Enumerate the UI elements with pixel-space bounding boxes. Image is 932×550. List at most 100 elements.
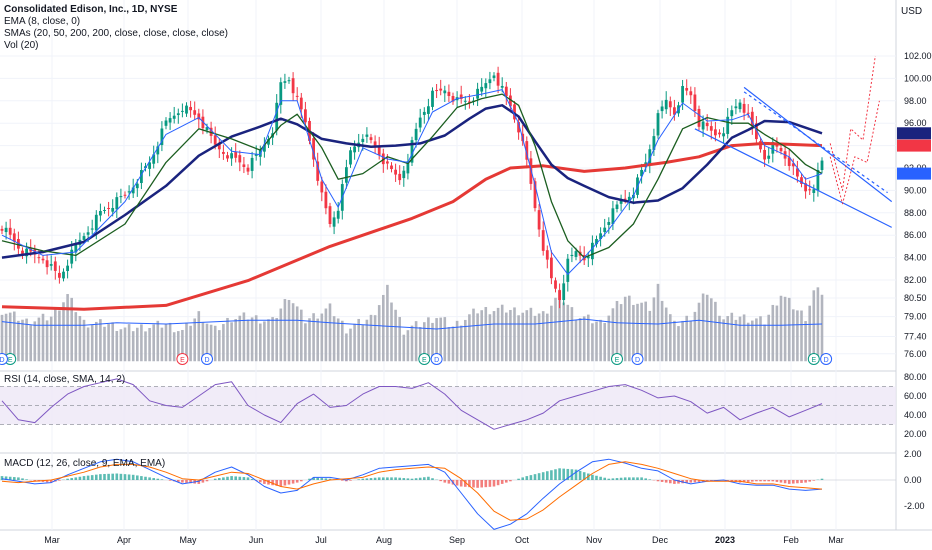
volume-bar xyxy=(669,314,672,362)
candle-body xyxy=(755,123,758,140)
macd-histogram-bar xyxy=(730,480,734,482)
volume-bar xyxy=(406,330,410,362)
volume-bar xyxy=(37,317,41,362)
macd-histogram-bar xyxy=(390,477,393,480)
macd-histogram-bar xyxy=(127,474,131,480)
candle-body xyxy=(332,217,336,227)
time-tick-label: Mar xyxy=(828,535,844,545)
macd-histogram-bar xyxy=(123,474,127,480)
volume-bar xyxy=(812,290,816,362)
candle-body xyxy=(103,210,106,211)
volume-bar xyxy=(705,294,709,362)
price-tick-label: 88.00 xyxy=(904,208,927,218)
candle-body xyxy=(443,90,447,94)
candle-body xyxy=(496,72,500,86)
signal-line xyxy=(1,461,823,521)
macd-histogram-bar xyxy=(796,480,799,484)
macd-histogram-bar xyxy=(423,477,426,480)
volume-bar xyxy=(213,325,217,362)
volume-bar xyxy=(459,325,463,362)
volume-bar xyxy=(464,319,467,362)
candle-body xyxy=(82,236,86,240)
candle-body xyxy=(668,101,672,108)
candle-body xyxy=(545,250,549,260)
volume-bar xyxy=(254,315,258,362)
candle-body xyxy=(570,254,574,257)
macd-histogram-bar xyxy=(283,480,287,486)
candle-body xyxy=(369,137,373,141)
macd-histogram-bar xyxy=(148,477,151,480)
macd-line xyxy=(1,458,823,530)
volume-bar xyxy=(177,331,180,362)
candle-body xyxy=(373,141,377,146)
volume-bar xyxy=(136,327,139,362)
volume-bar xyxy=(513,307,516,362)
volume-bar xyxy=(201,322,205,362)
volume-bar xyxy=(525,310,529,362)
volume-bar xyxy=(62,302,65,362)
candle-body xyxy=(246,167,250,172)
volume-bar xyxy=(660,300,664,362)
candle-body xyxy=(164,120,168,126)
candle-body xyxy=(90,228,94,230)
marker-label: E xyxy=(615,357,620,364)
candle-body xyxy=(353,146,356,153)
volume-bar xyxy=(697,302,701,362)
price-tick-label: 90.00 xyxy=(904,185,927,195)
macd-histogram-bar xyxy=(156,478,160,480)
candle-body xyxy=(640,169,643,177)
volume-bar xyxy=(505,312,508,362)
macd-histogram-bar xyxy=(267,480,270,485)
macd-histogram-bar xyxy=(771,480,775,482)
candle-body xyxy=(808,189,812,191)
candle-body xyxy=(12,233,16,242)
candle-body xyxy=(86,232,90,235)
volume-bar xyxy=(751,320,754,362)
candle-body xyxy=(25,248,28,257)
candle-body xyxy=(427,106,430,114)
volume-bar xyxy=(562,302,565,362)
dividend-marker xyxy=(820,353,833,365)
macd-histogram-bar xyxy=(82,476,86,480)
candle-body xyxy=(226,155,229,159)
macd-histogram-bar xyxy=(90,475,94,480)
volume-bar xyxy=(123,327,127,362)
candle-body xyxy=(701,121,705,130)
macd-histogram-bar xyxy=(455,480,459,486)
volume-bar xyxy=(714,301,717,362)
macd-histogram-bar xyxy=(578,470,582,480)
macd-histogram-bar xyxy=(25,479,28,480)
macd-histogram-bar xyxy=(603,477,606,480)
volume-bar xyxy=(529,307,533,362)
macd-histogram-bar xyxy=(58,480,61,481)
earnings-marker xyxy=(807,353,820,365)
candle-body xyxy=(242,164,246,167)
candle-body xyxy=(468,101,471,103)
macd-histogram-bar xyxy=(705,480,709,482)
volume-bar xyxy=(476,313,479,362)
projection-path xyxy=(829,100,880,205)
volume-bar xyxy=(742,314,746,362)
macd-histogram-bar xyxy=(45,480,49,483)
currency-label: USD xyxy=(901,6,923,17)
candle-body xyxy=(336,210,340,219)
candle-body xyxy=(238,155,242,163)
price-tick-label: 96.00 xyxy=(904,118,927,128)
volume-bar xyxy=(689,321,693,362)
volume-bar xyxy=(4,313,8,362)
volume-bar xyxy=(472,308,475,362)
macd-histogram-bar xyxy=(386,477,389,480)
volume-bar xyxy=(222,324,225,362)
candle-body xyxy=(0,228,4,231)
macd-histogram-bar xyxy=(275,480,278,486)
volume-bar xyxy=(578,318,582,362)
candle-body xyxy=(316,161,320,181)
volume-bar xyxy=(410,325,414,362)
macd-histogram-bar xyxy=(574,469,578,480)
macd-histogram-bar xyxy=(361,478,365,480)
volume-bar xyxy=(242,312,246,362)
volume-bar xyxy=(271,317,274,362)
candle-body xyxy=(394,169,397,175)
candle-body xyxy=(800,177,803,184)
volume-bar xyxy=(390,302,393,362)
